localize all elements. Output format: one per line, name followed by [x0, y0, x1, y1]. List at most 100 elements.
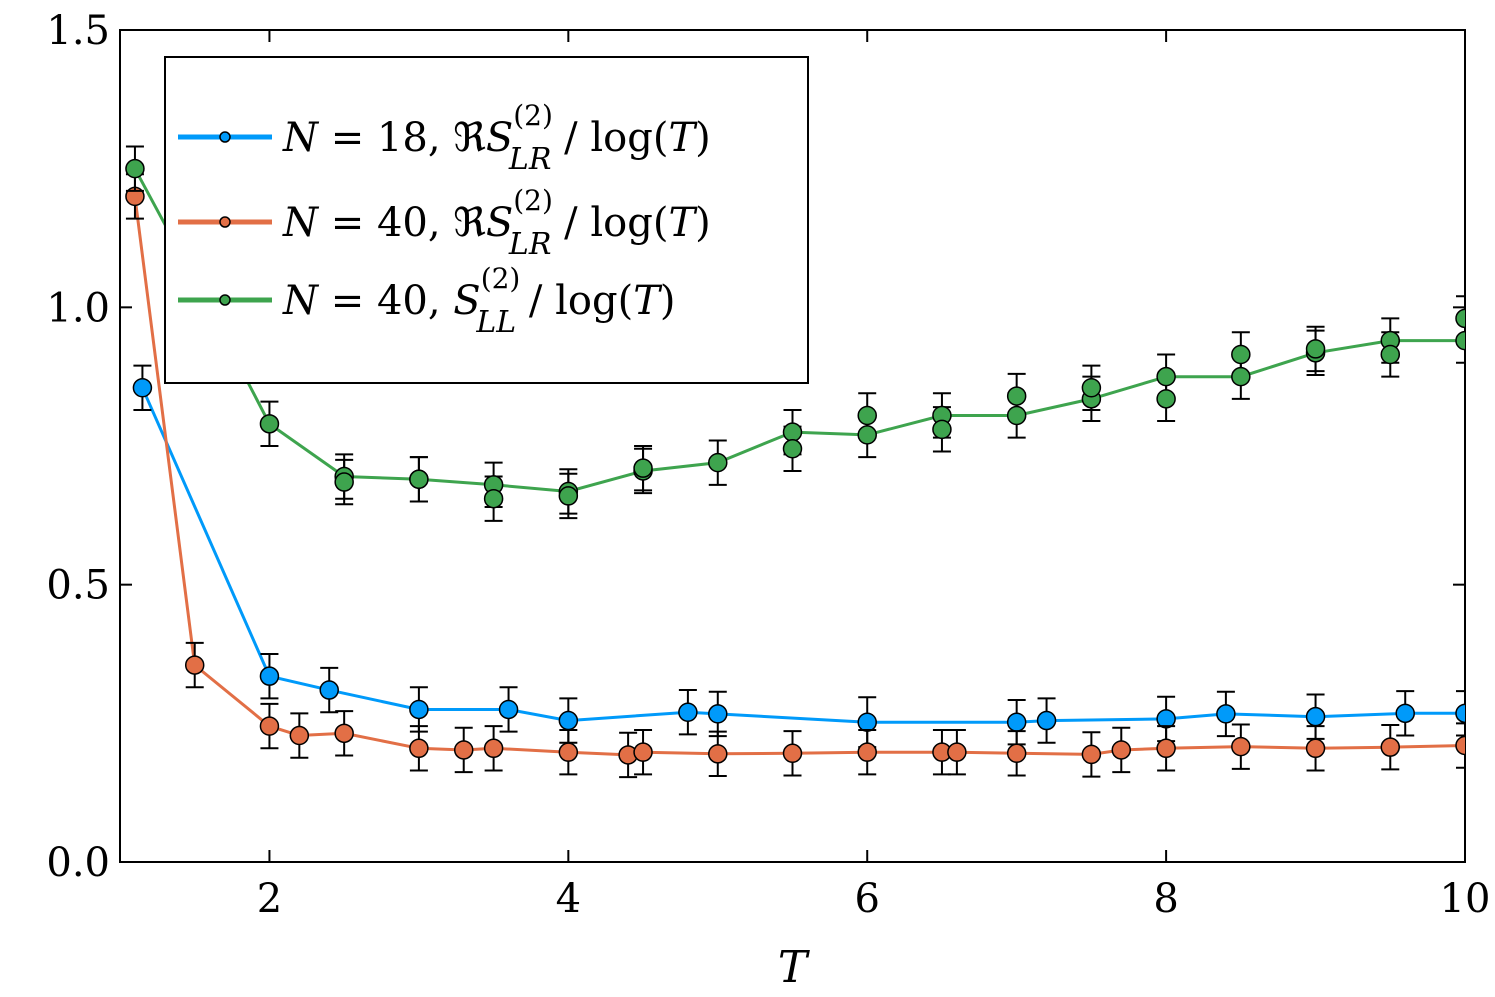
- data-point: [1305, 339, 1326, 359]
- x-tick-label: 6: [854, 876, 879, 922]
- legend-suffix: / log(: [551, 200, 668, 246]
- data-point: [1006, 712, 1027, 732]
- data-point: [857, 712, 877, 732]
- x-tick-label: 4: [556, 876, 581, 922]
- data-point: [409, 738, 429, 759]
- data-point: [1081, 744, 1102, 765]
- data-point: [259, 414, 280, 434]
- data-point: [409, 699, 429, 720]
- legend-swatch-marker: [219, 131, 231, 143]
- data-point: [1305, 706, 1326, 727]
- data-point: [1231, 736, 1251, 757]
- legend-var-s: S: [486, 200, 513, 246]
- data-point: [558, 486, 579, 506]
- y-tick-label: 0.5: [46, 563, 110, 609]
- data-point: [184, 655, 205, 675]
- data-point: [708, 704, 728, 724]
- data-point: [782, 743, 803, 764]
- data-point: [1006, 743, 1027, 764]
- legend-var-t: T: [668, 200, 698, 246]
- data-point: [483, 738, 504, 759]
- data-point: [1380, 344, 1401, 365]
- data-point: [453, 740, 474, 760]
- data-point: [259, 716, 280, 736]
- data-point: [857, 742, 877, 762]
- legend-superscript: (2): [481, 262, 521, 295]
- data-point: [857, 425, 877, 445]
- data-point: [932, 419, 952, 440]
- data-point: [409, 469, 429, 490]
- y-tick-label: 1.5: [46, 8, 110, 54]
- data-point: [1395, 703, 1415, 724]
- data-point: [1231, 344, 1251, 365]
- data-point: [633, 458, 653, 478]
- legend: N = 18, ℜS(2) LR / log(T)N = 40, ℜS(2) LR …: [164, 56, 809, 384]
- legend-box: [164, 56, 809, 384]
- series-0: [132, 364, 1465, 749]
- series-1: [125, 173, 1465, 779]
- legend-var-n: N: [282, 278, 320, 324]
- plot-frame: [119, 29, 1466, 863]
- data-point: [678, 702, 698, 722]
- legend-label: N = 40, ℜS(2) LR / log(T): [282, 184, 711, 262]
- y-tick-label: 1.0: [46, 285, 110, 331]
- y-tick-label: 0.0: [46, 840, 110, 886]
- legend-suffix: / log(: [516, 278, 633, 324]
- legend-superscript: (2): [513, 99, 553, 132]
- data-point: [1216, 704, 1236, 724]
- series-line: [141, 387, 1465, 724]
- data-point: [1156, 389, 1176, 409]
- legend-suffix: / log(: [551, 115, 668, 161]
- data-point: [558, 742, 579, 762]
- data-point: [289, 725, 310, 746]
- legend-var-t: T: [668, 115, 698, 161]
- legend-value: = 40,: [318, 278, 453, 324]
- legend-var-s: S: [453, 278, 480, 324]
- x-tick-label: 10: [1440, 876, 1491, 922]
- legend-var-t: T: [633, 278, 663, 324]
- data-point: [1380, 737, 1401, 757]
- data-point: [483, 488, 504, 509]
- legend-close: ): [695, 200, 711, 246]
- data-point: [1455, 330, 1465, 351]
- data-point: [782, 422, 803, 442]
- data-point: [633, 742, 653, 762]
- x-axis-title: T: [778, 942, 811, 993]
- legend-swatch-marker: [219, 294, 231, 306]
- legend-subscript: LL: [475, 305, 516, 340]
- data-point: [1036, 710, 1057, 731]
- data-point: [334, 723, 354, 744]
- legend-var-n: N: [282, 200, 320, 246]
- data-point: [132, 378, 153, 398]
- data-point: [1006, 405, 1027, 426]
- legend-value: = 18, ℜ: [318, 115, 486, 161]
- data-point: [1455, 735, 1465, 756]
- data-point: [259, 666, 280, 686]
- axes-layer: 2 4 6 8 10 0.0 0.5 1.0 1.5 T: [46, 8, 1490, 993]
- data-point: [1156, 738, 1176, 759]
- data-point: [857, 405, 877, 426]
- legend-label: N = 40, S(2) LL / log(T): [282, 262, 676, 340]
- legend-close: ): [660, 278, 676, 324]
- data-point: [1006, 386, 1027, 406]
- legend-subscript: LR: [508, 142, 552, 177]
- legend-value: = 40, ℜ: [318, 200, 486, 246]
- x-tick-label: 8: [1153, 876, 1178, 922]
- legend-close: ): [695, 115, 711, 161]
- legend-var-n: N: [282, 115, 320, 161]
- data-point: [782, 439, 803, 459]
- data-point: [334, 472, 354, 492]
- data-point: [1455, 703, 1465, 724]
- data-point: [947, 742, 967, 762]
- legend-superscript: (2): [513, 184, 553, 217]
- legend-var-s: S: [486, 115, 513, 161]
- data-point: [708, 452, 728, 473]
- data-point: [558, 710, 579, 731]
- legend-swatch-marker: [219, 216, 231, 228]
- data-point: [1305, 738, 1326, 759]
- x-tick-label: 2: [257, 876, 282, 922]
- data-point: [1111, 740, 1132, 760]
- legend-label: N = 18, ℜS(2) LR / log(T): [282, 99, 711, 177]
- data-point: [1081, 378, 1102, 398]
